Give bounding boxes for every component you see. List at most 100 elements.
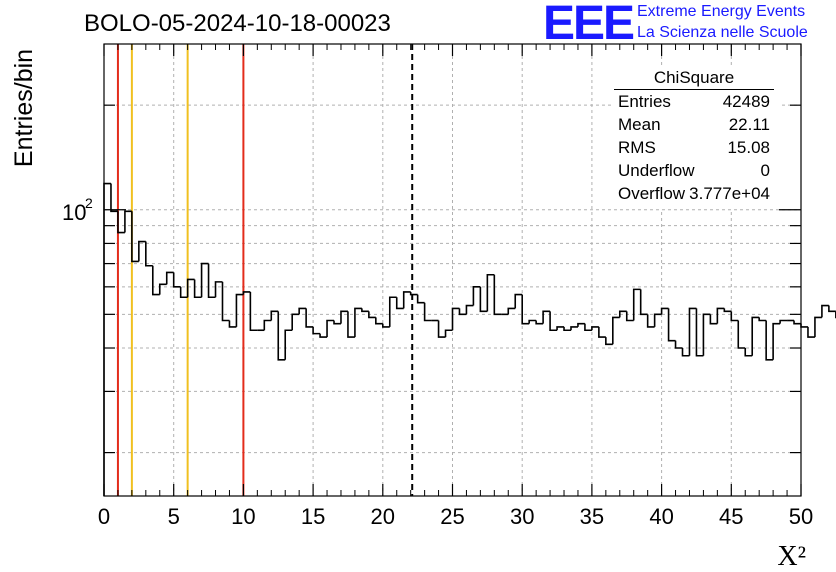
histogram-bin (138, 240, 146, 262)
histogram-bin (437, 320, 446, 338)
histogram-bin (158, 283, 167, 295)
histogram-bin (646, 314, 655, 328)
histogram-bin (542, 310, 551, 324)
histogram-bin (493, 274, 502, 316)
histogram-bin (772, 322, 781, 360)
histogram-bin (765, 320, 774, 361)
histogram-bin (200, 262, 209, 298)
histogram-bin (751, 316, 760, 356)
stats-key: Mean (618, 115, 661, 134)
histogram-bin (416, 294, 425, 304)
stats-title: ChiSquare (653, 68, 735, 87)
histogram-bin (549, 311, 558, 332)
histogram-bin (716, 307, 725, 324)
x-tick-label: 5 (168, 504, 180, 529)
histogram-bin (214, 281, 223, 298)
histogram-bin (779, 319, 788, 324)
histogram-bin (528, 319, 537, 324)
histogram-bin (632, 288, 641, 321)
stats-box: ChiSquare Entries 42489 Mean 22.11 RMS 1… (614, 66, 782, 209)
histogram-bin (521, 294, 530, 325)
x-tick-label: 10 (231, 504, 255, 529)
histogram-bin (263, 319, 272, 331)
stats-value: 22.11 (728, 115, 770, 134)
histogram-bin (179, 286, 188, 299)
stats-value: 0 (760, 161, 770, 180)
histogram-bin (737, 320, 746, 349)
histogram-bin (110, 183, 118, 213)
y-tick-label-exponent: 2 (85, 195, 93, 211)
histogram-bin (333, 320, 341, 325)
histogram-bin (193, 279, 202, 299)
logo-subtitle-line2: La Scienza nelle Scuole (637, 24, 808, 41)
histogram-bin (235, 293, 244, 327)
histogram-bin (145, 241, 153, 267)
eee-logo: EEE (543, 0, 635, 50)
histogram-bin (556, 326, 565, 331)
histogram-bin (172, 272, 181, 288)
histogram-bin (807, 326, 815, 338)
histogram-bin (821, 304, 829, 318)
histogram-bin (758, 317, 767, 322)
histogram-bin (612, 316, 620, 345)
histogram-bin (249, 291, 258, 332)
histogram-bin (688, 307, 697, 356)
x-tick-label: 20 (371, 504, 395, 529)
histogram-bin (570, 326, 578, 331)
histogram-bin (382, 323, 390, 328)
stats-key: Entries (618, 92, 671, 111)
histogram-bin (709, 314, 718, 325)
histogram-bin (423, 302, 432, 322)
histogram-bin (681, 348, 690, 357)
stats-value: 3.777e+04 (689, 184, 770, 203)
stats-value: 15.08 (727, 138, 770, 157)
histogram-bin (591, 326, 599, 331)
x-tick-label: 35 (580, 504, 604, 529)
histogram-bin (800, 323, 808, 328)
stats-row-overflow: Overflow 3.777e+04 (618, 184, 770, 206)
histogram-bin (368, 311, 376, 319)
histogram-bin (653, 313, 662, 327)
histogram-bin (465, 304, 474, 315)
histogram-bin (228, 320, 237, 328)
histogram-bin (695, 308, 704, 357)
histogram-bin (730, 311, 739, 322)
x-tick-label: 15 (301, 504, 325, 529)
histogram-bin (270, 310, 279, 321)
x-axis-title: X² (777, 541, 806, 572)
histogram-bin (639, 289, 648, 316)
histogram-bin (221, 281, 230, 322)
histogram-bin (814, 316, 822, 338)
histogram-bin (319, 333, 328, 338)
x-tick-label: 45 (719, 504, 743, 529)
stats-divider (614, 89, 774, 90)
histogram-bin (305, 308, 314, 328)
stats-key: RMS (618, 138, 656, 157)
histogram-bin (451, 307, 460, 331)
x-tick-label: 30 (510, 504, 534, 529)
histogram-bin (375, 317, 383, 325)
x-tick-label: 0 (98, 504, 110, 529)
y-tick-label: 10 (62, 200, 86, 225)
stats-key: Underflow (618, 161, 695, 180)
histogram-bin (667, 308, 676, 342)
histogram-bin (660, 307, 669, 315)
histogram-bin (584, 323, 592, 332)
histogram-bin (618, 310, 627, 318)
histogram-bin (625, 311, 634, 322)
histogram-bin (702, 313, 711, 356)
histogram-bin (186, 278, 195, 298)
histogram-bin (793, 320, 801, 325)
histogram-bin (479, 286, 488, 313)
histogram-bin (507, 307, 516, 315)
histogram-bin (409, 291, 418, 296)
histogram-bin (242, 291, 251, 295)
stats-row-entries: Entries 42489 (618, 92, 770, 114)
stats-key: Overflow (618, 184, 686, 203)
histogram-bin (165, 271, 174, 285)
histogram-bin (312, 326, 321, 335)
histogram-bin (284, 329, 293, 360)
chart-title: BOLO-05-2024-10-18-00023 (84, 10, 391, 37)
